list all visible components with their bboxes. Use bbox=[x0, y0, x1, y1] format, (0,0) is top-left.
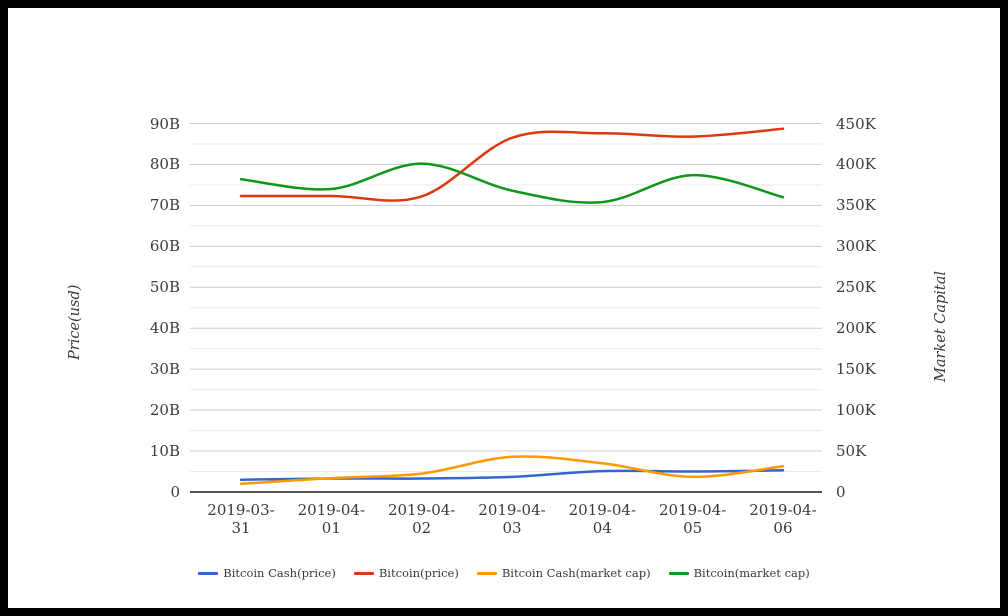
legend-label: Bitcoin Cash(price) bbox=[223, 566, 336, 580]
right-tick-label: 100K bbox=[836, 401, 876, 420]
right-tick-label: 350K bbox=[836, 196, 876, 215]
legend: Bitcoin Cash(price) Bitcoin(price) Bitcoin… bbox=[0, 566, 1008, 580]
series-line-bitcoin-market-cap bbox=[239, 162, 785, 204]
right-tick-label: 250K bbox=[836, 278, 876, 297]
left-tick-label: 90B bbox=[149, 114, 180, 133]
legend-item-bitcoin-cash-price[interactable]: Bitcoin Cash(price) bbox=[198, 566, 336, 580]
right-tick-label: 200K bbox=[836, 319, 876, 338]
right-tick-label: 300K bbox=[836, 237, 876, 256]
left-tick-label: 10B bbox=[149, 442, 180, 461]
left-tick-label: 20B bbox=[149, 401, 180, 420]
x-tick-label: 2019-04- 04 bbox=[568, 501, 637, 537]
right-tick-label: 50K bbox=[836, 442, 867, 461]
left-tick-label: 0 bbox=[170, 483, 180, 501]
right-tick-label: 0 bbox=[836, 483, 846, 501]
legend-item-bitcoin-market-cap[interactable]: Bitcoin(market cap) bbox=[668, 566, 810, 580]
left-tick-label: 30B bbox=[149, 360, 180, 379]
legend-line-icon bbox=[353, 571, 374, 575]
legend-label: Bitcoin(market cap) bbox=[693, 566, 810, 580]
x-tick-label: 2019-03- 31 bbox=[207, 501, 275, 537]
left-tick-label: 50B bbox=[149, 278, 180, 297]
x-tick-label: 2019-04- 06 bbox=[749, 501, 817, 537]
legend-line-icon bbox=[198, 571, 219, 575]
legend-label: Bitcoin Cash(market cap) bbox=[501, 566, 651, 580]
legend-line-icon bbox=[476, 571, 497, 575]
x-tick-label: 2019-04- 01 bbox=[297, 501, 366, 537]
left-tick-label: 40B bbox=[149, 319, 180, 338]
right-axis-title: Market Capital bbox=[933, 271, 949, 382]
left-tick-label: 60B bbox=[149, 237, 180, 256]
left-axis-title: Price(usd) bbox=[67, 284, 83, 360]
right-tick-label: 150K bbox=[836, 360, 876, 379]
left-tick-label: 80B bbox=[149, 155, 180, 174]
x-tick-label: 2019-04- 02 bbox=[387, 501, 456, 537]
right-tick-label: 450K bbox=[836, 114, 876, 133]
series-line-bitcoin-price bbox=[239, 127, 785, 202]
legend-item-bitcoin-cash-market-cap[interactable]: Bitcoin Cash(market cap) bbox=[476, 566, 651, 580]
legend-label: Bitcoin(price) bbox=[378, 566, 459, 580]
legend-item-bitcoin-price[interactable]: Bitcoin(price) bbox=[353, 566, 459, 580]
series-line-bitcoin-cash-market-cap bbox=[239, 455, 785, 486]
right-tick-label: 400K bbox=[836, 155, 876, 174]
legend-line-icon bbox=[668, 571, 689, 575]
x-tick-label: 2019-04- 03 bbox=[478, 501, 546, 537]
left-tick-label: 70B bbox=[149, 196, 180, 215]
x-tick-label: 2019-04- 05 bbox=[658, 501, 727, 537]
